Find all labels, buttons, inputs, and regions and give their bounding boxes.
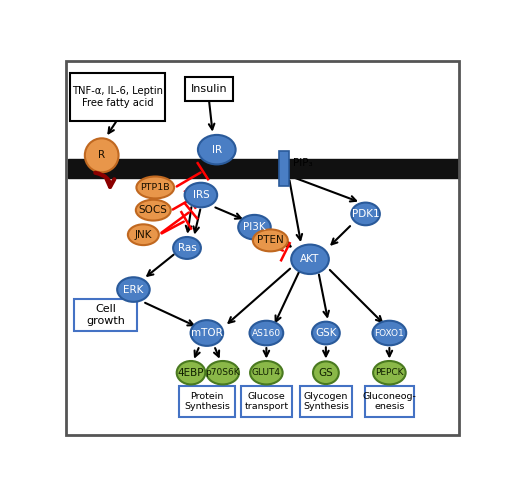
Text: Glycogen
Synthesis: Glycogen Synthesis <box>303 392 349 411</box>
Text: GLUT4: GLUT4 <box>252 368 281 377</box>
Text: PEPCK: PEPCK <box>375 368 403 377</box>
FancyBboxPatch shape <box>185 77 232 101</box>
Text: ERK: ERK <box>123 285 144 295</box>
Text: FOXO1: FOXO1 <box>374 328 404 337</box>
Ellipse shape <box>136 200 170 220</box>
Text: PI3K: PI3K <box>243 222 266 232</box>
FancyBboxPatch shape <box>365 386 414 417</box>
Ellipse shape <box>313 361 339 384</box>
Ellipse shape <box>312 322 340 344</box>
FancyBboxPatch shape <box>300 386 352 417</box>
Ellipse shape <box>373 321 406 345</box>
Ellipse shape <box>291 245 329 274</box>
Text: PTP1B: PTP1B <box>140 183 170 192</box>
Text: Ras: Ras <box>178 243 197 253</box>
Ellipse shape <box>249 321 283 345</box>
Text: TNF-α, IL-6, Leptin
Free fatty acid: TNF-α, IL-6, Leptin Free fatty acid <box>72 86 163 108</box>
Text: IR: IR <box>211 145 222 155</box>
Text: GS: GS <box>318 368 333 378</box>
Ellipse shape <box>136 176 174 198</box>
Text: GSK: GSK <box>315 328 336 338</box>
Ellipse shape <box>250 361 283 384</box>
Text: Insulin: Insulin <box>190 84 227 94</box>
Bar <box>279 151 289 186</box>
Ellipse shape <box>373 361 406 384</box>
Ellipse shape <box>198 135 236 164</box>
Ellipse shape <box>85 138 119 172</box>
Ellipse shape <box>206 361 239 384</box>
Ellipse shape <box>117 277 150 302</box>
Text: PIP₃: PIP₃ <box>293 158 313 168</box>
Ellipse shape <box>177 361 205 384</box>
Text: PTEN: PTEN <box>257 235 284 246</box>
Text: mTOR: mTOR <box>191 328 223 338</box>
Ellipse shape <box>128 224 159 245</box>
Ellipse shape <box>185 183 217 207</box>
Text: Gluconeog-
enesis: Gluconeog- enesis <box>362 392 416 411</box>
Ellipse shape <box>173 237 201 259</box>
Text: Cell
growth: Cell growth <box>86 304 125 326</box>
Text: Protein
Synthesis: Protein Synthesis <box>184 392 230 411</box>
Text: PDK1: PDK1 <box>352 209 379 219</box>
Ellipse shape <box>238 215 271 240</box>
Text: R: R <box>98 150 105 161</box>
Text: Glucose
transport: Glucose transport <box>244 392 288 411</box>
FancyBboxPatch shape <box>74 299 137 331</box>
Text: p70S6K: p70S6K <box>205 368 240 377</box>
Text: IRS: IRS <box>193 190 209 200</box>
Text: SOCS: SOCS <box>139 205 168 215</box>
FancyBboxPatch shape <box>241 386 292 417</box>
FancyBboxPatch shape <box>70 73 165 121</box>
Text: JNK: JNK <box>135 230 152 240</box>
Text: AS160: AS160 <box>252 328 281 337</box>
Text: AKT: AKT <box>301 254 319 264</box>
Ellipse shape <box>253 229 288 251</box>
Ellipse shape <box>351 203 380 225</box>
Bar <box>68 160 459 178</box>
Text: 4EBP: 4EBP <box>178 368 204 378</box>
FancyBboxPatch shape <box>179 386 234 417</box>
Ellipse shape <box>190 320 223 346</box>
